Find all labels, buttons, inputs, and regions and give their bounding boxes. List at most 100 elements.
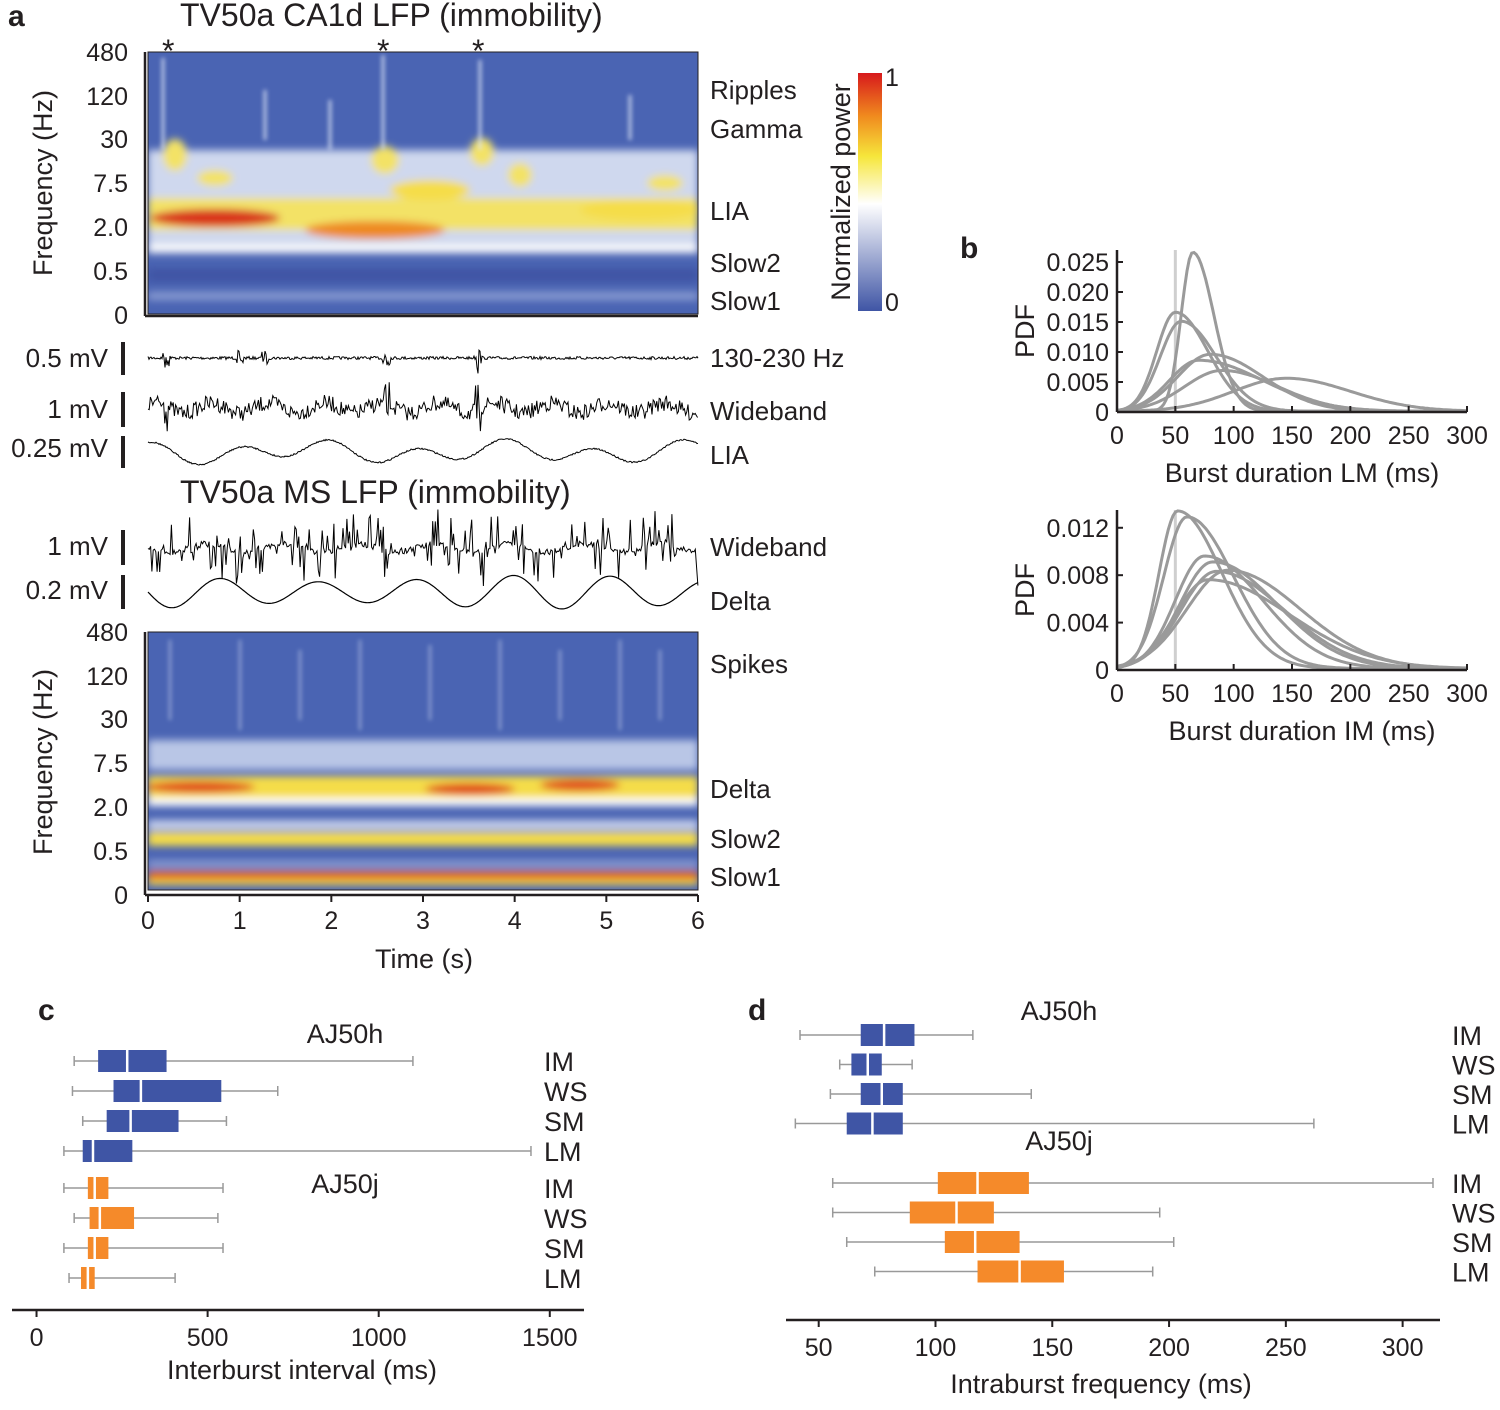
band-label: Gamma (710, 114, 803, 144)
ytick: 7.5 (93, 170, 128, 198)
row-label: IM (1452, 1021, 1482, 1051)
row-label: IM (544, 1047, 574, 1077)
burst-duration-im-chart: 0 0.004 0.008 0.012 0 50 100 150 200 250 300 PDF Bur… (1010, 509, 1488, 746)
row-label: SM (544, 1107, 585, 1137)
row-label: IM (1452, 1169, 1482, 1199)
xtick-label: 100 (1213, 422, 1255, 450)
trace-ms-wideband (147, 509, 699, 587)
band-label: Slow1 (710, 862, 781, 892)
ytick: 7.5 (93, 750, 128, 778)
trace-delta (147, 574, 699, 610)
trace-label: 130-230 Hz (710, 343, 844, 373)
row-label: SM (1452, 1228, 1493, 1258)
ms-traces: 1 mV 0.2 mV Wideband Delta (26, 509, 827, 616)
group-title: AJ50h (1021, 996, 1098, 1026)
band-label: Spikes (710, 649, 788, 679)
xlabel: Burst duration IM (ms) (1168, 716, 1435, 746)
row-label: IM (544, 1174, 574, 1204)
xtick-label: 250 (1388, 680, 1430, 708)
box (909, 1201, 994, 1224)
box (98, 1050, 167, 1072)
trace-label: Wideband (710, 396, 827, 426)
xtick-label: 200 (1329, 680, 1371, 708)
ytick-label: 0.008 (1046, 562, 1109, 590)
xlabel-time: Time (s) (375, 944, 473, 974)
xtick-label: 0 (1110, 680, 1124, 708)
xtick-label: 4 (508, 907, 522, 935)
ytick-label: 0.004 (1046, 610, 1109, 638)
ytick: 2.0 (93, 214, 128, 242)
xlabel: Intraburst frequency (ms) (950, 1369, 1252, 1399)
ca1-traces: 0.5 mV 1 mV 0.25 mV 130-230 Hz Wideband … (11, 342, 844, 470)
trace-lia (147, 438, 699, 466)
ytick: 0.5 (93, 838, 128, 866)
ytick: 120 (86, 663, 128, 691)
box (860, 1024, 915, 1046)
ylabel: PDF (1010, 304, 1040, 358)
scale-bar-label: 0.2 mV (26, 575, 109, 605)
bottom-spectrogram-axes: 480 120 30 7.5 2.0 0.5 0 Frequency (Hz) … (28, 619, 705, 974)
row-label: LM (1452, 1258, 1490, 1288)
ytick-label: 0 (1095, 399, 1109, 427)
scale-bar-label: 0.25 mV (11, 433, 108, 463)
box (89, 1207, 135, 1229)
row-label: WS (544, 1077, 588, 1107)
xtick-label: 250 (1265, 1334, 1307, 1362)
ms-title: TV50a MS LFP (immobility) (180, 474, 571, 510)
xtick-label: 300 (1446, 422, 1488, 450)
xtick-label: 0 (30, 1324, 44, 1352)
density-curve (1116, 352, 1467, 413)
ytick-label: 0.012 (1046, 515, 1109, 543)
ytick-label: 0.025 (1046, 249, 1109, 277)
group-title: AJ50h (307, 1019, 384, 1049)
xtick-label: 0 (141, 907, 155, 935)
box (937, 1172, 1029, 1194)
xtick-label: 50 (1161, 680, 1189, 708)
ytick: 0.5 (93, 258, 128, 286)
panel-d-label: d (748, 994, 766, 1027)
xtick-label: 100 (915, 1334, 957, 1362)
xtick-label: 300 (1382, 1334, 1424, 1362)
box (106, 1110, 179, 1132)
trace-label: Delta (710, 586, 771, 616)
density-curve (1116, 515, 1467, 671)
xtick-label: 250 (1388, 422, 1430, 450)
colorbar-max: 1 (885, 64, 899, 92)
ytick: 480 (86, 39, 128, 67)
xtick-label: 150 (1271, 680, 1313, 708)
ytick-label: 0.005 (1046, 369, 1109, 397)
scale-bar-label: 0.5 mV (26, 343, 109, 373)
ylabel: Frequency (Hz) (28, 669, 58, 855)
row-label: SM (1452, 1080, 1493, 1110)
row-label: LM (544, 1264, 582, 1294)
panel-a-label: a (8, 0, 25, 33)
ytick: 2.0 (93, 794, 128, 822)
ca1-title: TV50a CA1d LFP (immobility) (180, 0, 603, 33)
xtick-label: 50 (1161, 422, 1189, 450)
xtick-label: 1500 (522, 1324, 578, 1352)
box (87, 1177, 109, 1199)
ytick: 30 (100, 706, 128, 734)
top-band-labels: Ripples Gamma LIA Slow2 Slow1 (710, 75, 803, 316)
row-label: LM (544, 1137, 582, 1167)
xlabel: Interburst interval (ms) (167, 1355, 437, 1385)
xtick-label: 0 (1110, 422, 1124, 450)
row-label: WS (544, 1204, 588, 1234)
band-label: LIA (710, 196, 750, 226)
row-label: LM (1452, 1110, 1490, 1140)
band-label: Slow2 (710, 824, 781, 854)
ytick: 0 (114, 302, 128, 330)
colorbar-min: 0 (885, 289, 899, 317)
box (82, 1140, 133, 1162)
band-label: Slow2 (710, 248, 781, 278)
xtick-label: 150 (1271, 422, 1313, 450)
panel-b-label: b (960, 232, 978, 265)
xtick-label: 1 (233, 907, 247, 935)
colorbar-label: Normalized power (826, 83, 856, 301)
scale-bar-label: 1 mV (47, 394, 108, 424)
ylabel: Frequency (Hz) (28, 90, 58, 276)
trace-label: LIA (710, 440, 750, 470)
